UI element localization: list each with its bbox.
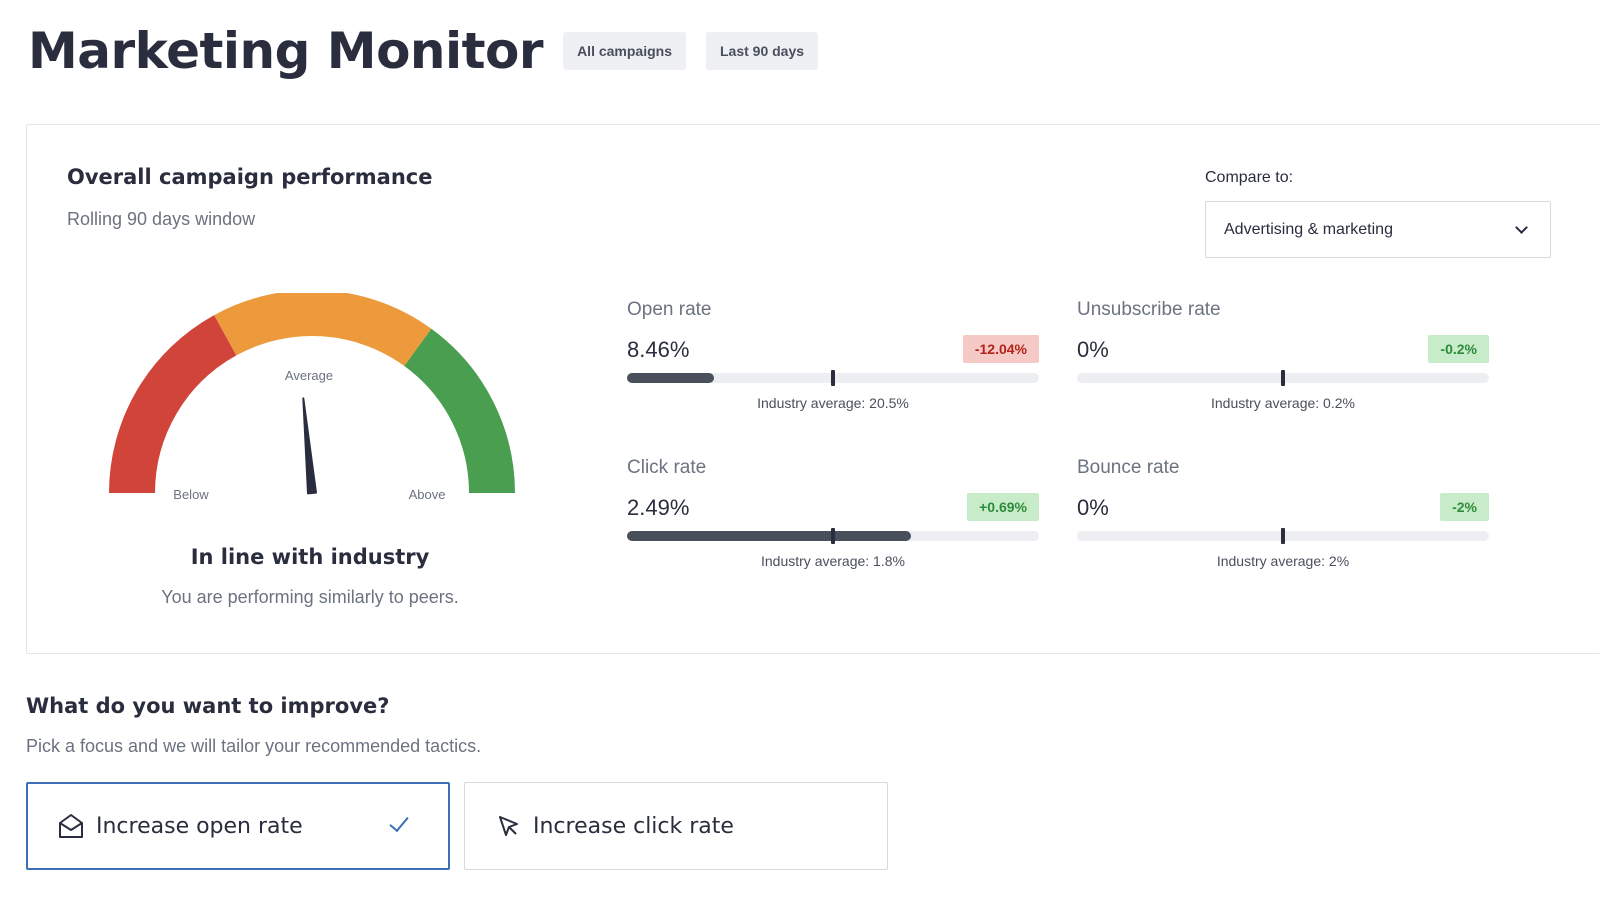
- envelope-open-icon: [56, 811, 86, 841]
- gauge-label-average: Average: [285, 368, 333, 383]
- gauge-needle: [302, 397, 317, 495]
- gauge-description: You are performing similarly to peers.: [161, 587, 459, 607]
- option-increase-open-rate[interactable]: Increase open rate: [26, 782, 450, 870]
- performance-gauge: Average Below Above: [109, 293, 515, 502]
- metric-unsubscribe-rate: Unsubscribe rate 0% -0.2% Industry avera…: [1077, 299, 1489, 411]
- industry-average-text: Industry average: 20.5%: [757, 395, 909, 411]
- industry-average-marker: [831, 370, 835, 386]
- performance-subtitle: Rolling 90 days window: [67, 209, 256, 229]
- gauge-segment-below: [109, 315, 237, 494]
- performance-title: Overall campaign performance: [67, 165, 433, 189]
- performance-card: Overall campaign performance Rolling 90 …: [26, 124, 1600, 654]
- industry-average-marker: [1281, 528, 1285, 544]
- metric-label: Unsubscribe rate: [1077, 299, 1221, 320]
- metric-click-rate: Click rate 2.49% +0.69% Industry average…: [627, 457, 1039, 569]
- industry-average-marker: [831, 528, 835, 544]
- metric-value: 2.49%: [627, 495, 690, 520]
- compare-select-value: Advertising & marketing: [1224, 220, 1393, 238]
- progress-fill: [627, 373, 714, 383]
- progress-track: [1077, 370, 1489, 386]
- page-title: Marketing Monitor: [28, 22, 544, 80]
- campaign-filter-chip[interactable]: All campaigns: [563, 32, 686, 70]
- cursor-click-icon: [493, 811, 523, 841]
- date-range-filter-chip[interactable]: Last 90 days: [705, 32, 819, 70]
- option-increase-click-rate[interactable]: Increase click rate: [464, 782, 888, 870]
- page-header: Marketing Monitor All campaigns Last 90 …: [28, 22, 819, 80]
- metric-label: Click rate: [627, 457, 707, 478]
- gauge-status: In line with industry: [190, 545, 430, 569]
- metric-value: 8.46%: [627, 337, 690, 362]
- gauge-label-above: Above: [409, 487, 446, 502]
- progress-track: [1077, 528, 1489, 544]
- delta-badge: +0.69%: [967, 493, 1039, 521]
- metric-label: Open rate: [627, 299, 712, 320]
- delta-badge: -2%: [1440, 493, 1489, 521]
- progress-fill: [627, 531, 912, 541]
- metric-label: Bounce rate: [1077, 457, 1180, 478]
- industry-average-marker: [1281, 370, 1285, 386]
- progress-track: [627, 528, 1039, 544]
- gauge-label-below: Below: [173, 487, 209, 502]
- industry-average-text: Industry average: 1.8%: [761, 553, 905, 569]
- delta-badge: -12.04%: [962, 335, 1039, 363]
- compare-label: Compare to:: [1205, 169, 1294, 186]
- metric-value: 0%: [1077, 495, 1109, 520]
- option-label: Increase open rate: [96, 813, 303, 839]
- industry-average-text: Industry average: 0.2%: [1211, 395, 1355, 411]
- gauge-segment-average: [214, 293, 432, 367]
- metric-value: 0%: [1077, 337, 1109, 362]
- improve-title: What do you want to improve?: [26, 694, 390, 718]
- gauge-segment-above: [403, 328, 515, 494]
- compare-industry-select[interactable]: Advertising & marketing: [1205, 201, 1551, 258]
- improve-description: Pick a focus and we will tailor your rec…: [26, 736, 482, 756]
- metric-open-rate: Open rate 8.46% -12.04% Industry average…: [627, 299, 1039, 411]
- option-label: Increase click rate: [533, 813, 734, 839]
- metric-bounce-rate: Bounce rate 0% -2% Industry average: 2%: [1077, 457, 1489, 569]
- chevron-down-icon: [1515, 220, 1528, 234]
- delta-badge: -0.2%: [1428, 335, 1489, 363]
- progress-track: [627, 370, 1039, 386]
- industry-average-text: Industry average: 2%: [1216, 553, 1350, 569]
